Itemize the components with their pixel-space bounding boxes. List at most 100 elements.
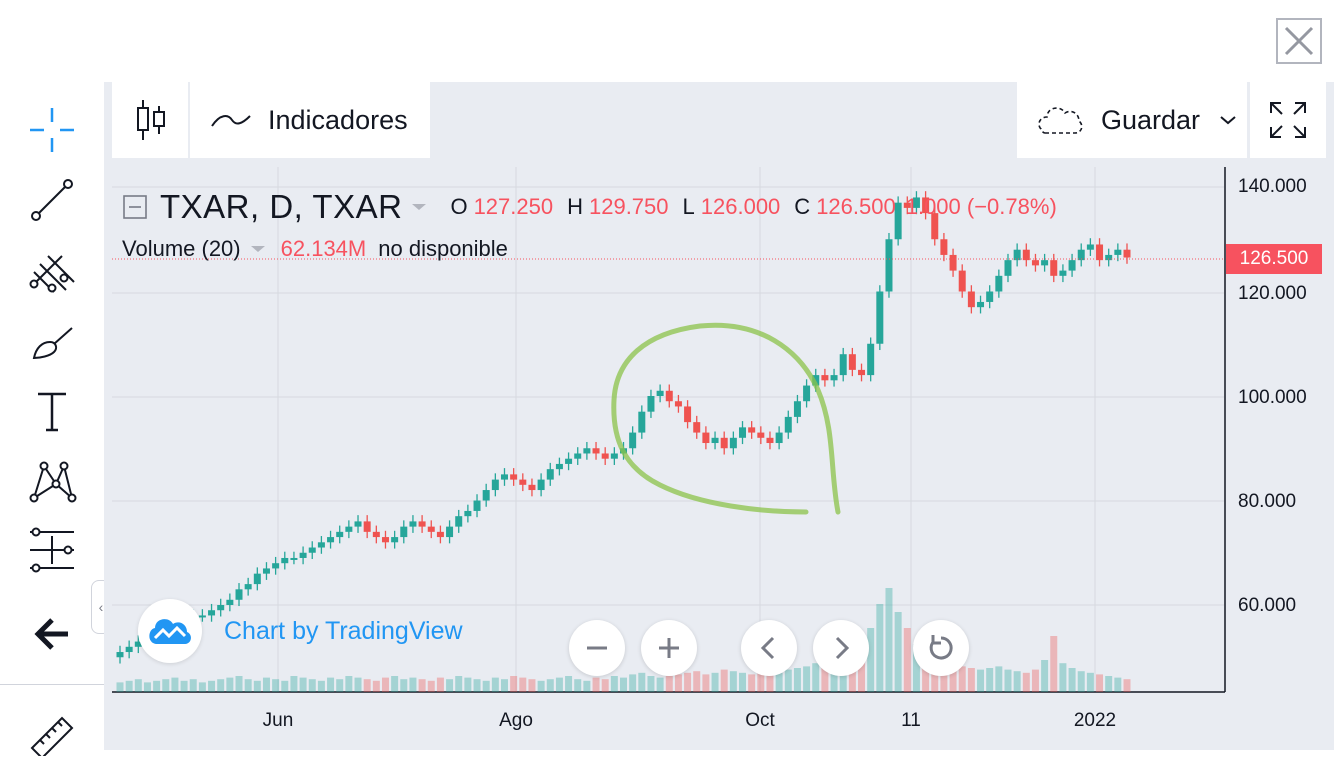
candle-body [784, 416, 792, 433]
brush-tool[interactable] [22, 310, 82, 370]
candle-body [500, 474, 508, 480]
candle-body [876, 291, 884, 344]
volume-bar [1077, 671, 1085, 692]
ruler-tool[interactable] [22, 700, 82, 760]
caret-down-icon[interactable] [408, 200, 430, 214]
volume-bar [958, 666, 966, 692]
candle-body [803, 385, 811, 402]
volume-bar [775, 672, 783, 692]
volume-bar [528, 679, 536, 692]
trend-line-tool[interactable] [22, 170, 82, 230]
zoom-in-button[interactable] [641, 620, 697, 676]
candle-body [894, 202, 902, 240]
candle-body [116, 652, 124, 658]
volume-label[interactable]: Volume (20) [122, 236, 241, 261]
volume-bar [1059, 663, 1067, 692]
text-tool[interactable] [22, 380, 82, 440]
candle-body [931, 213, 939, 240]
price-tick: 140.000 [1238, 176, 1307, 197]
volume-bar [821, 668, 829, 692]
volume-bar [153, 680, 161, 692]
collapse-legend-icon[interactable] [122, 194, 148, 220]
candle-body [244, 584, 252, 590]
candle-body [1114, 249, 1122, 255]
drawing-toolbar [0, 82, 104, 756]
indicators-button[interactable]: Indicadores [190, 82, 430, 158]
volume-bar [720, 669, 728, 692]
price-tick: 100.000 [1238, 387, 1307, 408]
candle-body [949, 254, 957, 271]
minus-icon [587, 646, 607, 650]
volume-bar [656, 677, 664, 692]
volume-bar [748, 674, 756, 692]
volume-bar [281, 680, 289, 692]
volume-bar [189, 679, 197, 692]
candle-body [720, 437, 728, 449]
save-label: Guardar [1101, 104, 1201, 135]
volume-bar [674, 674, 682, 692]
close-label: C [794, 194, 811, 219]
tradingview-cloud-icon [149, 619, 191, 644]
candle-body [308, 547, 316, 553]
caret-down-icon[interactable] [247, 242, 269, 256]
volume-bar [574, 679, 582, 692]
volume-bar [455, 676, 463, 692]
volume-bar [894, 612, 902, 692]
cloud-icon [1038, 107, 1083, 134]
low-value: 126.000 [700, 194, 781, 219]
candle-body [1031, 260, 1039, 266]
text-icon [38, 392, 66, 432]
price-tick: 80.000 [1238, 491, 1297, 512]
volume-bar [793, 668, 801, 692]
candle-body [958, 270, 966, 292]
volume-bar [610, 676, 618, 692]
time-tick: 2022 [1073, 710, 1117, 731]
volume-bar [345, 676, 353, 692]
pattern-tool[interactable] [22, 450, 82, 510]
candle-body [391, 537, 399, 543]
volume-bar [1013, 671, 1021, 692]
last-price-label: 126.500 [1226, 244, 1322, 274]
price-tick: 60.000 [1238, 595, 1297, 616]
indicators-icon [211, 115, 251, 127]
tradingview-branding[interactable]: Chart by TradingView [138, 598, 463, 664]
candle-body [986, 291, 994, 302]
pitchfork-tool[interactable] [22, 240, 82, 300]
volume-bar [629, 674, 637, 692]
open-label: O [450, 194, 468, 219]
chart-type-button[interactable] [112, 82, 188, 158]
volume-bar [327, 677, 335, 692]
volume-bar [436, 677, 444, 692]
candle-body [464, 510, 472, 517]
save-button[interactable]: Guardar [1017, 82, 1247, 158]
candle-body [739, 427, 747, 438]
chevron-down-icon[interactable] [1218, 114, 1238, 126]
volume-bar [290, 676, 298, 692]
reset-chart-button[interactable] [913, 620, 969, 676]
scroll-left-button[interactable] [741, 620, 797, 676]
volume-bar [235, 676, 243, 692]
candle-body [436, 531, 444, 538]
zoom-out-button[interactable] [569, 620, 625, 676]
candle-body [455, 516, 463, 527]
candle-body [235, 589, 243, 600]
candle-body [1041, 260, 1049, 266]
crosshair-tool[interactable] [22, 100, 82, 160]
volume-bar [684, 672, 692, 692]
time-tick: 11 [901, 710, 921, 731]
candle-body [748, 427, 756, 433]
measure-range-tool[interactable] [22, 520, 82, 580]
volume-bar [482, 680, 490, 692]
candle-body [601, 453, 609, 459]
close-button[interactable] [1276, 18, 1322, 64]
volume-bar [986, 668, 994, 692]
back-tool[interactable] [22, 604, 82, 664]
volume-bar [1068, 668, 1076, 692]
tradingview-logo [138, 599, 202, 663]
scroll-right-button[interactable] [813, 620, 869, 676]
fullscreen-button[interactable] [1250, 82, 1326, 158]
symbol-title[interactable]: TXAR, D, TXAR [160, 188, 403, 225]
candle-body [1123, 249, 1131, 258]
long-position-icon [30, 527, 74, 573]
